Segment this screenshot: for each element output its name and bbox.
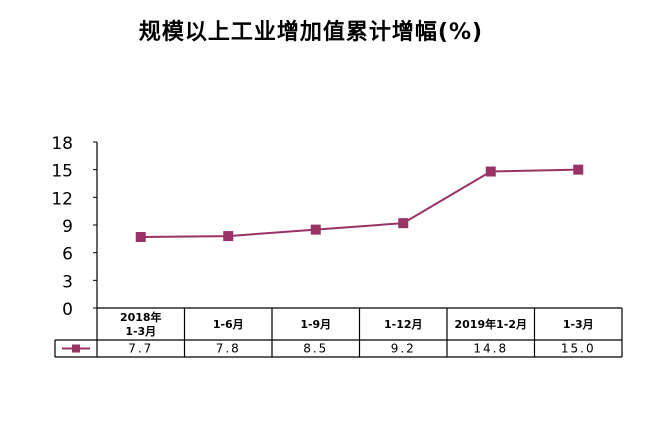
legend-marker <box>72 344 80 353</box>
series-line <box>140 168 579 238</box>
data-label: 15.0 <box>561 342 596 356</box>
y-tick-label: 6 <box>62 245 73 265</box>
chart-title: 规模以上工业增加值累计增幅(%) <box>138 20 484 45</box>
x-category-label: 2018年 <box>120 310 162 324</box>
data-point <box>310 224 321 235</box>
x-category-label: 1-6月 <box>213 318 244 331</box>
y-tick-label: 9 <box>62 217 73 237</box>
axes: 0 3 6 9 12 15 18 <box>51 134 98 357</box>
data-label: 7.8 <box>216 342 241 356</box>
plot-area <box>135 164 584 242</box>
y-tick-label: 3 <box>62 272 73 292</box>
x-category-label: 2019年1-2月 <box>455 317 528 331</box>
data-label: 14.8 <box>473 342 508 356</box>
data-label: 9.2 <box>391 342 416 356</box>
y-tick-label: 12 <box>51 189 73 209</box>
data-point <box>398 218 409 229</box>
y-tick-label: 18 <box>51 134 73 154</box>
x-category-label: 1-9月 <box>300 318 331 331</box>
y-tick-label: 15 <box>51 162 73 182</box>
x-category-label: 1-3月 <box>125 325 156 338</box>
y-tick-label: 0 <box>62 300 73 320</box>
data-label: 7.7 <box>128 342 153 356</box>
data-point <box>135 231 146 242</box>
data-point <box>223 231 234 242</box>
data-label: 8.5 <box>303 342 328 356</box>
x-category-label: 1-12月 <box>384 318 423 331</box>
x-category-label: 1-3月 <box>563 318 594 331</box>
data-point <box>485 166 496 177</box>
data-point <box>573 164 584 175</box>
